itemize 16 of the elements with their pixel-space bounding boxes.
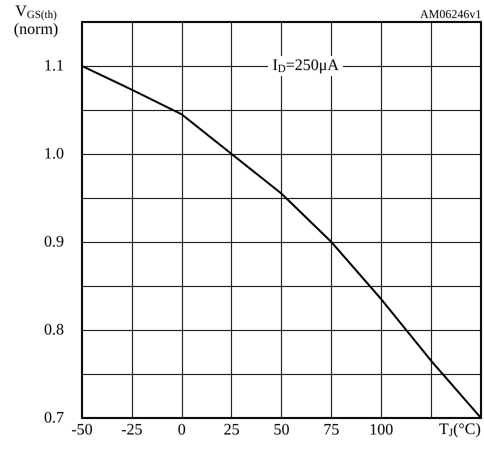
y-tick-label: 1.1 (44, 58, 64, 74)
x-tick-label: 0 (178, 422, 186, 438)
y-tick-label: 0.7 (44, 410, 64, 426)
x-tick-label: -25 (121, 422, 143, 438)
x-tick-label: 75 (323, 422, 340, 438)
text: AM06246v1 (420, 7, 482, 22)
y-tick-label: 0.8 (44, 322, 64, 338)
x-tick-label: -50 (71, 422, 93, 438)
y-axis-title: V$_{GS(th)}$ (norm) (12, 3, 60, 39)
y-tick-label: 1.0 (44, 146, 64, 162)
y-tick-label: 0.9 (44, 234, 64, 250)
x-tick-label: 25 (224, 422, 240, 438)
x-axis-title: T$_{J}$(°C) (439, 421, 481, 440)
x-tick-label: 100 (369, 422, 394, 438)
x-tick-label: 50 (274, 422, 290, 438)
annotation: I$_{D}$=250μA (268, 56, 343, 76)
